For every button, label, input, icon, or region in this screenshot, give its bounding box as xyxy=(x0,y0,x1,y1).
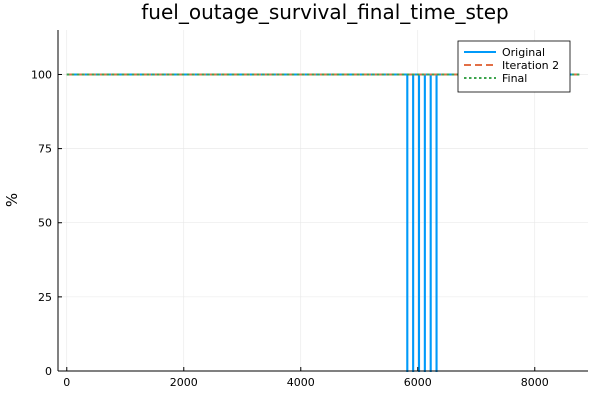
y-tick-label: 75 xyxy=(38,143,52,156)
y-tick-label: 100 xyxy=(31,68,52,81)
y-tick-label: 25 xyxy=(38,291,52,304)
x-tick-label: 2000 xyxy=(170,376,198,389)
legend-box xyxy=(457,40,571,93)
y-tick-label: 0 xyxy=(45,365,52,378)
legend-label: Final xyxy=(502,72,527,85)
x-tick-label: 6000 xyxy=(404,376,432,389)
x-tick-label: 4000 xyxy=(287,376,315,389)
x-tick-label: 0 xyxy=(63,376,70,389)
axes: 0 2000 4000 6000 8000 0 25 50 75 100 xyxy=(31,30,588,389)
x-tick-label: 8000 xyxy=(521,376,549,389)
y-axis-label: % xyxy=(3,193,21,207)
chart-title: fuel_outage_survival_final_time_step xyxy=(141,0,508,24)
legend-label: Iteration 2 xyxy=(502,59,559,72)
y-tick-label: 50 xyxy=(38,217,52,230)
legend-label: Original xyxy=(502,46,545,59)
